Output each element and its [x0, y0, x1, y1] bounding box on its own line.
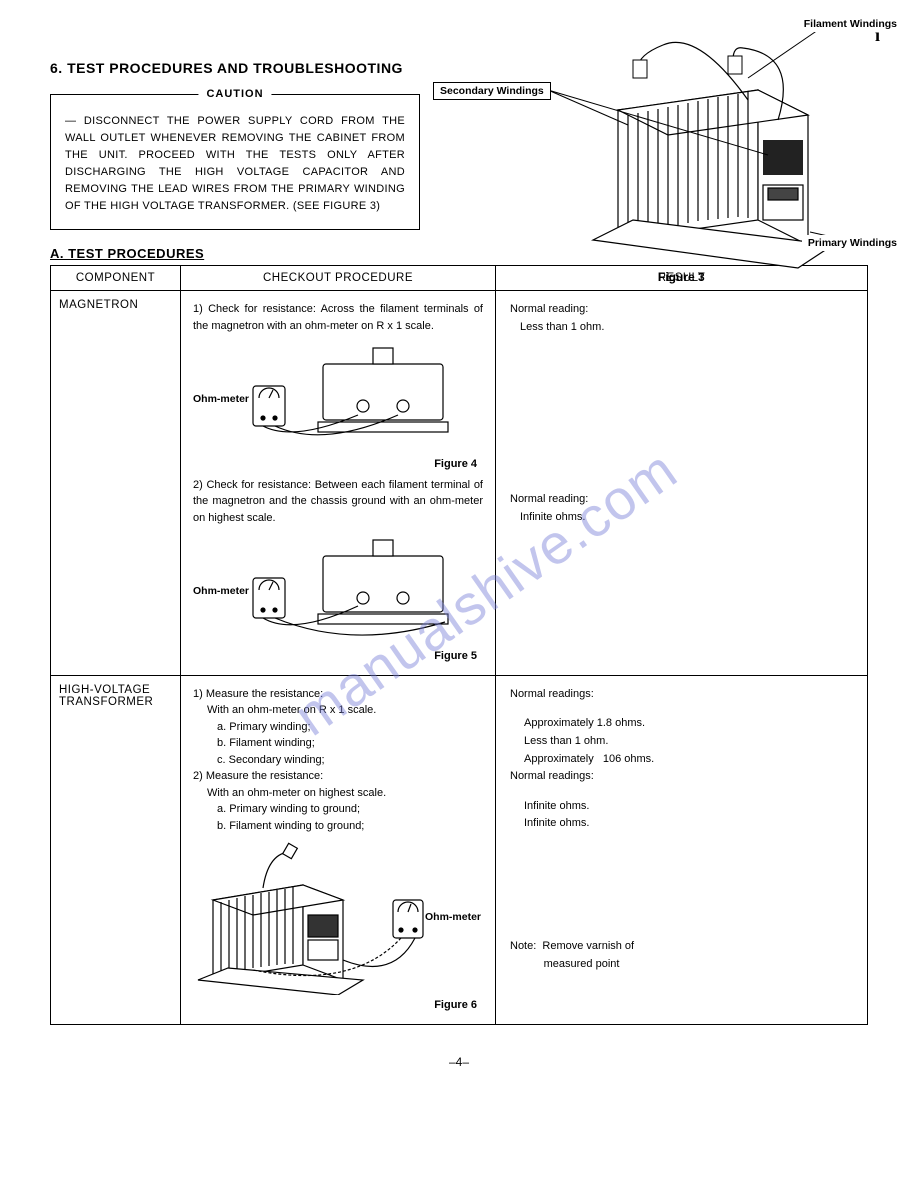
- page-number: –4–: [50, 1055, 868, 1069]
- figure-3-caption: Figure 3: [658, 270, 705, 284]
- cell-checkout: 1) Check for resistance: Across the fila…: [181, 291, 496, 676]
- cell-component: MAGNETRON: [51, 291, 181, 676]
- cell-component: HIGH-VOLTAGE TRANSFORMER: [51, 675, 181, 1024]
- result-note: Note: Remove varnish of measured point: [510, 938, 853, 973]
- ohm-meter-label: Ohm-meter: [425, 910, 481, 926]
- label-primary: Primary Windings: [802, 235, 903, 251]
- cell-result: Normal reading: Less than 1 ohm. Normal …: [496, 291, 868, 676]
- ohm-meter-label: Ohm-meter: [193, 584, 249, 600]
- caution-box: CAUTION — DISCONNECT THE POWER SUPPLY CO…: [50, 94, 420, 230]
- table-row: HIGH-VOLTAGE TRANSFORMER 1) Measure the …: [51, 675, 868, 1024]
- th-component: COMPONENT: [51, 266, 181, 291]
- test-procedure-table: COMPONENT CHECKOUT PROCEDURE RESULT MAGN…: [50, 265, 868, 1025]
- label-secondary: Secondary Windings: [433, 82, 551, 100]
- caution-text: — DISCONNECT THE POWER SUPPLY CORD FROM …: [65, 115, 405, 212]
- caution-label: CAUTION: [198, 86, 271, 103]
- figure-6-caption: Figure 6: [193, 997, 477, 1014]
- label-filament: Filament Windings: [798, 16, 903, 32]
- table-row: MAGNETRON 1) Check for resistance: Acros…: [51, 291, 868, 676]
- figure-3: Secondary Windings Filament Windings Pri…: [438, 20, 888, 300]
- cell-checkout: 1) Measure the resistance: With an ohm-m…: [181, 675, 496, 1024]
- figure-5-caption: Figure 5: [193, 648, 477, 665]
- ohm-meter-label: Ohm-meter: [193, 392, 249, 408]
- figure-4-caption: Figure 4: [193, 456, 477, 473]
- cell-result: Normal readings: Approximately 1.8 ohms.…: [496, 675, 868, 1024]
